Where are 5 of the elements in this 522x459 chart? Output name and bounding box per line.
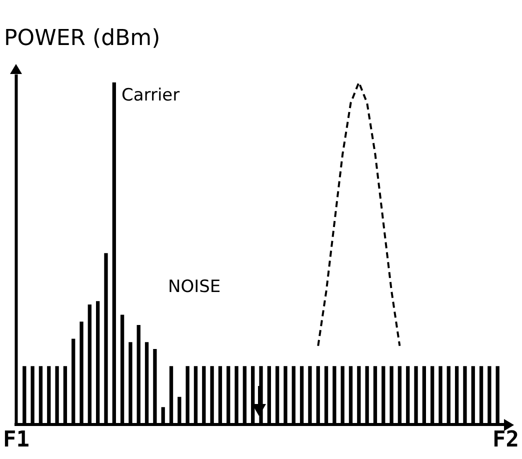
x-tick-label: F2 <box>492 428 520 453</box>
annotation: NOISE <box>168 277 221 298</box>
annotation: Carrier <box>121 86 180 106</box>
x-tick-label: F1 <box>2 428 30 453</box>
y-axis-title: POWER (dBm) <box>4 26 160 51</box>
